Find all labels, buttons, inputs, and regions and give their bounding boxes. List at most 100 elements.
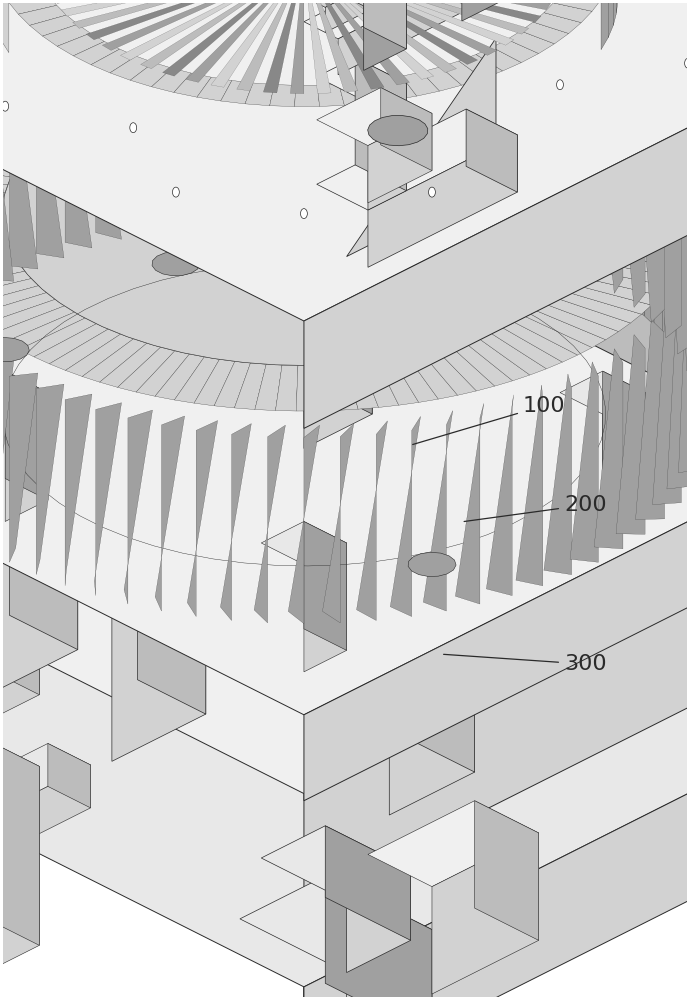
Polygon shape: [571, 277, 661, 305]
Polygon shape: [595, 82, 609, 290]
Polygon shape: [304, 354, 381, 1000]
Polygon shape: [368, 801, 539, 887]
Polygon shape: [65, 394, 92, 586]
Polygon shape: [0, 207, 2, 218]
Polygon shape: [245, 83, 275, 106]
Polygon shape: [0, 479, 90, 575]
Polygon shape: [304, 315, 381, 1000]
Polygon shape: [0, 118, 40, 147]
Polygon shape: [381, 76, 417, 100]
Polygon shape: [437, 346, 495, 391]
Polygon shape: [72, 0, 242, 28]
Circle shape: [130, 123, 137, 133]
Circle shape: [386, 0, 393, 4]
Polygon shape: [517, 48, 534, 254]
Polygon shape: [19, 5, 66, 25]
Polygon shape: [155, 416, 185, 611]
Polygon shape: [315, 0, 582, 7]
Polygon shape: [6, 393, 48, 521]
Polygon shape: [221, 80, 253, 104]
Polygon shape: [124, 410, 152, 604]
Polygon shape: [0, 241, 10, 259]
Polygon shape: [186, 0, 275, 82]
Polygon shape: [600, 173, 690, 191]
Polygon shape: [402, 72, 440, 96]
Polygon shape: [500, 42, 517, 248]
Polygon shape: [653, 304, 681, 505]
Polygon shape: [260, 16, 286, 63]
Polygon shape: [0, 516, 39, 721]
Polygon shape: [174, 73, 211, 97]
Polygon shape: [555, 291, 642, 323]
Polygon shape: [422, 350, 477, 395]
Polygon shape: [0, 92, 67, 126]
Polygon shape: [152, 252, 200, 276]
Polygon shape: [199, 21, 239, 67]
Polygon shape: [516, 385, 543, 586]
Polygon shape: [302, 16, 322, 217]
Polygon shape: [443, 29, 462, 233]
Polygon shape: [0, 156, 15, 177]
Polygon shape: [0, 100, 57, 133]
Polygon shape: [304, 0, 594, 39]
Polygon shape: [492, 39, 539, 63]
Polygon shape: [580, 134, 671, 160]
Polygon shape: [595, 246, 687, 266]
Polygon shape: [389, 52, 582, 149]
Polygon shape: [0, 93, 14, 281]
Polygon shape: [343, 17, 363, 219]
Polygon shape: [0, 766, 39, 971]
Polygon shape: [389, 436, 475, 564]
Polygon shape: [454, 42, 517, 86]
Polygon shape: [187, 25, 217, 221]
Polygon shape: [602, 393, 645, 521]
Polygon shape: [570, 80, 598, 280]
Polygon shape: [155, 354, 204, 400]
Polygon shape: [346, 930, 432, 1000]
Polygon shape: [683, 163, 688, 374]
Polygon shape: [507, 31, 555, 54]
Polygon shape: [262, 221, 346, 264]
Polygon shape: [339, 82, 369, 105]
Polygon shape: [288, 18, 319, 217]
Polygon shape: [304, 643, 690, 1000]
Polygon shape: [10, 80, 38, 269]
Polygon shape: [304, 0, 690, 106]
Polygon shape: [175, 357, 219, 403]
Polygon shape: [219, 19, 239, 221]
Polygon shape: [363, 18, 384, 221]
Polygon shape: [137, 501, 206, 714]
Polygon shape: [260, 16, 281, 218]
Polygon shape: [95, 46, 121, 239]
Polygon shape: [346, 38, 496, 257]
Polygon shape: [9, 0, 57, 14]
Polygon shape: [152, 68, 191, 92]
Polygon shape: [667, 153, 690, 354]
Polygon shape: [330, 0, 409, 85]
Polygon shape: [433, 192, 517, 235]
Polygon shape: [34, 324, 108, 364]
Polygon shape: [283, 468, 475, 564]
Polygon shape: [179, 23, 224, 70]
Polygon shape: [466, 109, 518, 192]
Polygon shape: [391, 416, 420, 617]
Text: 100: 100: [413, 396, 566, 445]
Polygon shape: [304, 242, 346, 371]
Polygon shape: [0, 248, 14, 269]
Polygon shape: [604, 194, 690, 207]
Polygon shape: [99, 343, 161, 387]
Polygon shape: [50, 329, 121, 370]
Polygon shape: [682, 256, 687, 467]
Polygon shape: [516, 56, 543, 257]
Polygon shape: [396, 26, 443, 72]
Polygon shape: [317, 84, 344, 106]
Polygon shape: [0, 490, 39, 695]
Polygon shape: [365, 20, 404, 67]
Polygon shape: [357, 22, 388, 221]
Polygon shape: [304, 414, 690, 801]
Polygon shape: [604, 223, 690, 236]
Polygon shape: [678, 271, 690, 473]
Polygon shape: [296, 365, 317, 411]
Polygon shape: [667, 288, 690, 489]
Polygon shape: [687, 186, 690, 388]
